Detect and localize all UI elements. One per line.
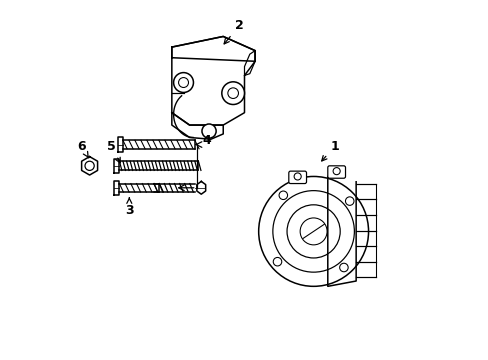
Circle shape <box>258 176 368 286</box>
Polygon shape <box>244 51 255 76</box>
Text: 1: 1 <box>321 140 339 161</box>
Circle shape <box>85 161 94 170</box>
Polygon shape <box>118 138 122 152</box>
Circle shape <box>173 73 193 93</box>
Text: 6: 6 <box>77 140 88 158</box>
Circle shape <box>279 191 287 199</box>
Text: 2: 2 <box>224 19 243 44</box>
Polygon shape <box>81 157 98 175</box>
Circle shape <box>222 82 244 104</box>
Circle shape <box>293 173 301 180</box>
Polygon shape <box>327 176 355 286</box>
Polygon shape <box>114 181 119 195</box>
Circle shape <box>332 168 340 175</box>
Circle shape <box>202 124 216 138</box>
Circle shape <box>345 197 353 205</box>
Polygon shape <box>114 159 119 173</box>
Text: 4: 4 <box>202 134 210 147</box>
Circle shape <box>273 257 281 266</box>
Polygon shape <box>197 181 205 194</box>
Polygon shape <box>171 36 255 125</box>
FancyBboxPatch shape <box>288 171 306 184</box>
Polygon shape <box>171 36 255 61</box>
Polygon shape <box>171 113 223 139</box>
FancyBboxPatch shape <box>327 166 345 178</box>
Circle shape <box>339 263 347 272</box>
Text: 5: 5 <box>107 140 120 163</box>
Text: 3: 3 <box>125 198 133 217</box>
